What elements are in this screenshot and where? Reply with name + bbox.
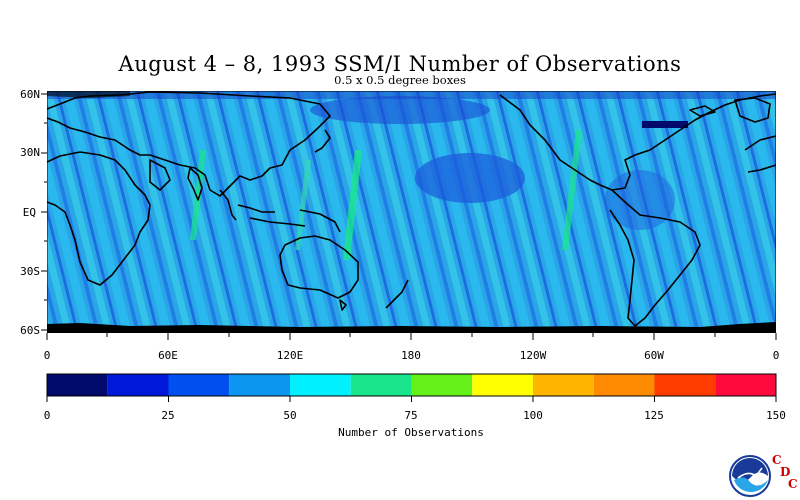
lat-axis: 60N 30N EQ 30S 60S — [20, 88, 47, 337]
lat-label-60s: 60S — [20, 324, 40, 337]
colorbar-tick-150: 150 — [766, 409, 786, 422]
colorbar-swatch — [411, 374, 473, 396]
lon-label-180: 180 — [401, 349, 421, 362]
colorbar-swatch — [47, 374, 108, 396]
colorbar-tick-50: 50 — [283, 409, 296, 422]
lon-label-60w: 60W — [644, 349, 664, 362]
colorbar-swatch — [290, 374, 351, 396]
lon-label-60e: 60E — [158, 349, 178, 362]
colorbar-swatch — [593, 374, 655, 396]
lat-label-eq: EQ — [23, 206, 36, 219]
colorbar-swatch — [533, 374, 594, 396]
logo-letter-d: D — [780, 465, 790, 479]
lon-label-0: 0 — [44, 349, 51, 362]
colorbar-swatch — [472, 374, 533, 396]
colorbar-tick-125: 125 — [644, 409, 664, 422]
lat-label-30s: 30S — [20, 265, 40, 278]
colorbar-tick-75: 75 — [404, 409, 417, 422]
lon-axis: 0 60E 120E 180 120W 60W 0 — [44, 333, 780, 362]
colorbar-swatch — [350, 374, 412, 396]
lon-label-120w: 120W — [520, 349, 547, 362]
map-subtitle: 0.5 x 0.5 degree boxes — [334, 73, 466, 87]
colorbar-tick-100: 100 — [523, 409, 543, 422]
colorbar-label: Number of Observations — [338, 426, 484, 439]
lat-label-30n: 30N — [20, 146, 40, 159]
colorbar-swatch — [107, 374, 169, 396]
colorbar-swatch — [229, 374, 290, 396]
lon-label-0-east: 0 — [773, 349, 780, 362]
colorbar-swatch — [715, 374, 776, 396]
colorbar-ticks: 0 25 50 75 100 125 150 — [44, 409, 786, 422]
colorbar-tick-0: 0 — [44, 409, 51, 422]
map-title: August 4 – 8, 1993 SSM/I Number of Obser… — [118, 52, 682, 76]
colorbar-swatch — [654, 374, 716, 396]
noaa-cdc-logo: C D C — [728, 452, 798, 498]
lon-label-120e: 120E — [277, 349, 304, 362]
colorbar-tick-25: 25 — [161, 409, 174, 422]
logo-letter-c2: C — [788, 477, 798, 491]
colorbar — [46, 373, 777, 402]
map-panel — [47, 91, 776, 333]
lat-label-60n: 60N — [20, 88, 40, 101]
logo-letter-c1: C — [772, 453, 782, 467]
colorbar-swatch — [168, 374, 230, 396]
